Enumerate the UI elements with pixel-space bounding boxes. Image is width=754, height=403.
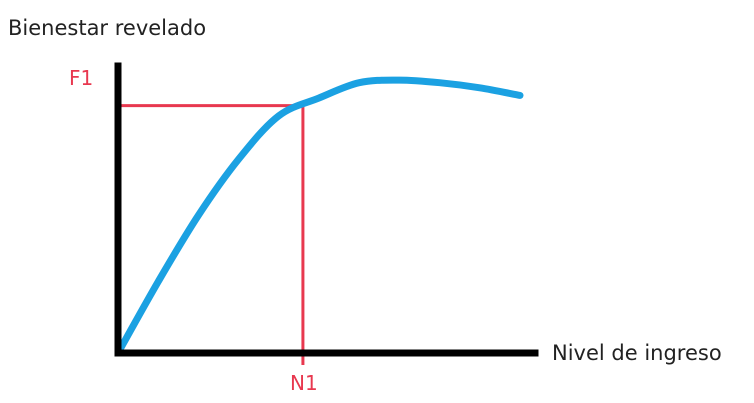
series-curve (114, 76, 524, 357)
x-axis-label: Nivel de ingreso (552, 341, 722, 365)
y-tick-label: F1 (69, 66, 94, 90)
y-axis-label: Bienestar revelado (8, 16, 207, 40)
reference-lines (118, 104, 305, 365)
x-tick-label: N1 (290, 371, 318, 395)
